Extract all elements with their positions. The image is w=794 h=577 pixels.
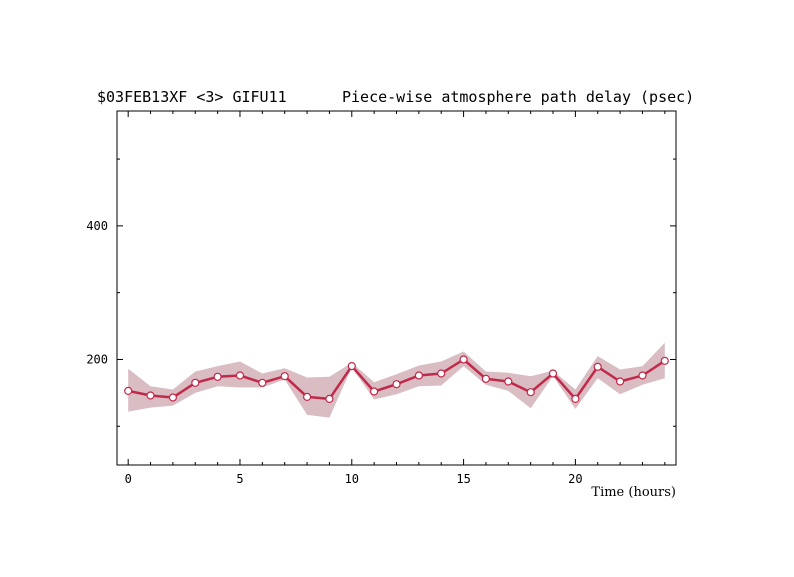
data-point: [615, 377, 625, 386]
data-point: [548, 369, 558, 378]
data-point: [414, 371, 423, 380]
x-tick-label: 0: [125, 472, 132, 486]
data-point: [459, 355, 468, 364]
data-point: [124, 386, 133, 395]
y-tick-label-layer: 200 400: [86, 219, 108, 367]
data-point: [325, 394, 334, 403]
data-point: [504, 377, 513, 386]
data-point: [258, 378, 267, 387]
y-tick-label: 200: [86, 353, 108, 367]
tick-layer: [117, 111, 676, 465]
data-point: [593, 362, 602, 371]
data-point: [347, 362, 356, 371]
data-point: [235, 371, 245, 380]
x-tick-label-layer: 0 5 10 15 20: [125, 472, 583, 486]
data-point: [191, 378, 200, 387]
chart-title-left: $03FEB13XF <3> GIFU11: [97, 88, 287, 106]
data-point: [168, 393, 177, 402]
data-point: [392, 380, 401, 389]
data-point: [370, 387, 379, 396]
x-tick-label: 15: [456, 472, 470, 486]
x-axis-label: Time (hours): [591, 485, 676, 500]
data-point: [660, 356, 669, 365]
data-point-layer: [124, 355, 669, 403]
x-tick-label: 20: [568, 472, 582, 486]
data-point: [280, 372, 289, 381]
data-point: [571, 394, 580, 403]
y-tick-label: 400: [86, 219, 108, 233]
data-point: [437, 369, 446, 378]
data-point: [213, 372, 222, 381]
data-point: [481, 374, 490, 383]
data-point: [303, 392, 312, 401]
data-point: [526, 388, 535, 397]
data-point: [638, 371, 647, 380]
chart-title-right: Piece-wise atmosphere path delay (psec): [342, 88, 694, 106]
data-point: [146, 391, 155, 400]
plot-frame: [116, 110, 677, 466]
x-tick-label: 5: [236, 472, 243, 486]
x-tick-label: 10: [345, 472, 359, 486]
